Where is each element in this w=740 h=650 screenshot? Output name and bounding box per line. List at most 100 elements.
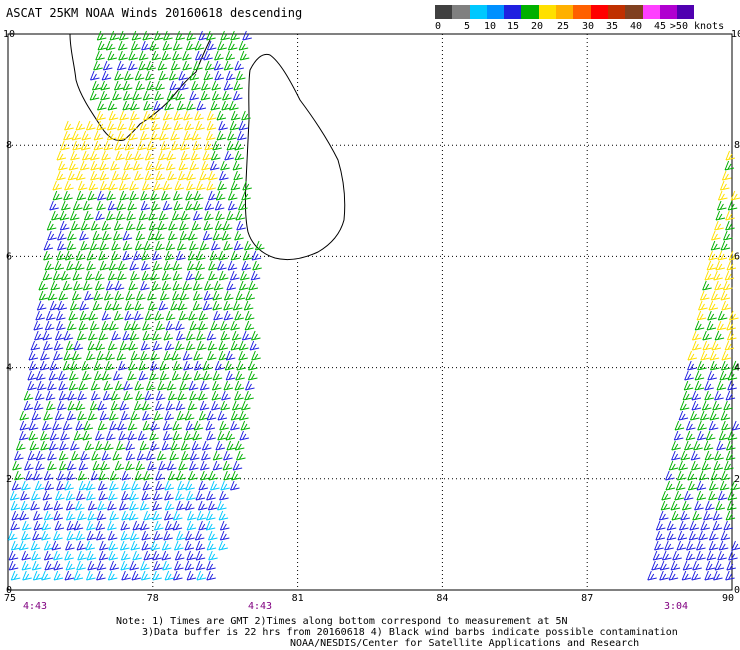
wind-barb <box>87 560 97 571</box>
wind-barb <box>727 430 738 441</box>
wind-barb <box>136 290 146 301</box>
wind-barb <box>231 400 242 411</box>
wind-barb <box>125 290 136 301</box>
wind-barb <box>710 360 720 371</box>
wind-barb <box>220 400 230 411</box>
wind-barb <box>143 240 154 251</box>
wind-barb <box>215 190 226 201</box>
wind-barb <box>135 80 145 91</box>
wind-barb <box>80 240 90 251</box>
wind-barb <box>200 90 211 101</box>
wind-barb <box>157 150 168 161</box>
legend-swatch <box>590 5 608 19</box>
wind-barb <box>35 450 46 461</box>
wind-barb <box>712 510 723 521</box>
wind-barb <box>21 550 31 561</box>
wind-barb <box>241 330 252 341</box>
wind-barb <box>721 350 731 361</box>
wind-barb <box>31 550 41 561</box>
wind-barb <box>70 220 81 231</box>
wind-barb <box>153 100 163 111</box>
wind-barb <box>694 320 705 331</box>
wind-barb <box>720 240 731 251</box>
wind-barb <box>719 370 730 381</box>
wind-barb <box>150 120 161 131</box>
wind-barb <box>238 280 249 291</box>
y-tick-label: 4 <box>6 363 12 374</box>
wind-barb <box>80 140 91 151</box>
wind-barb <box>112 370 123 381</box>
wind-barb <box>185 190 195 201</box>
map-title: ASCAT 25KM NOAA Winds 20160618 descendin… <box>6 6 303 20</box>
wind-barb <box>68 370 79 381</box>
wind-barb <box>64 480 74 491</box>
wind-barb <box>150 270 160 281</box>
wind-barb <box>198 320 208 331</box>
wind-barb <box>135 460 146 471</box>
wind-barb <box>716 200 727 211</box>
wind-barb <box>116 200 127 211</box>
wind-barb <box>154 310 165 321</box>
wind-barb <box>672 550 682 561</box>
wind-barb <box>658 510 669 521</box>
wind-barb <box>139 500 150 511</box>
wind-barb <box>175 330 186 341</box>
wind-barb <box>725 390 736 401</box>
wind-barb <box>130 540 141 551</box>
wind-barb <box>56 320 66 331</box>
wind-barb <box>93 140 104 151</box>
wind-barb <box>234 230 244 241</box>
wind-barb <box>184 560 195 571</box>
wind-barb <box>95 50 105 61</box>
wind-barb <box>53 560 64 571</box>
wind-barb <box>82 200 93 211</box>
wind-barb <box>35 460 45 471</box>
wind-barb <box>146 140 157 151</box>
wind-barb <box>162 110 173 121</box>
wind-barb <box>696 310 707 321</box>
wind-barb <box>90 150 100 161</box>
wind-barb <box>137 140 147 151</box>
wind-barb <box>66 470 76 481</box>
wind-barb <box>152 340 163 351</box>
wind-barb <box>652 550 663 561</box>
wind-barb <box>173 190 183 201</box>
wind-barb <box>134 380 144 391</box>
wind-barb <box>33 510 43 521</box>
wind-barb <box>173 570 183 581</box>
wind-barb <box>141 40 151 51</box>
wind-barb <box>98 330 109 341</box>
wind-barb <box>188 460 199 471</box>
wind-barb <box>204 140 214 151</box>
wind-barb <box>88 180 99 191</box>
wind-barb <box>250 270 261 281</box>
wind-barb <box>233 80 243 91</box>
wind-barb <box>62 360 73 371</box>
wind-barb <box>75 170 86 181</box>
wind-barb <box>176 530 186 541</box>
wind-barb <box>192 210 203 221</box>
wind-barb <box>47 230 57 241</box>
wind-barb <box>175 400 186 411</box>
pass-time-label: 3:04 <box>664 601 688 612</box>
wind-barb <box>85 540 95 551</box>
wind-barb <box>100 90 110 101</box>
wind-barb <box>44 560 55 571</box>
wind-barb <box>149 440 160 451</box>
wind-barb <box>97 480 108 491</box>
wind-barb <box>193 350 203 361</box>
wind-barb <box>75 400 86 411</box>
wind-barb <box>186 550 197 561</box>
wind-barb <box>158 210 169 221</box>
wind-barb <box>58 160 68 171</box>
wind-barb <box>96 350 107 361</box>
wind-barb <box>725 150 736 161</box>
wind-barb <box>195 180 206 191</box>
wind-barb <box>185 40 196 51</box>
wind-barb <box>179 80 189 91</box>
wind-barb <box>192 300 203 311</box>
wind-barb <box>50 280 61 291</box>
wind-barb <box>69 210 80 221</box>
wind-barb <box>86 550 97 561</box>
wind-barb <box>114 140 124 151</box>
